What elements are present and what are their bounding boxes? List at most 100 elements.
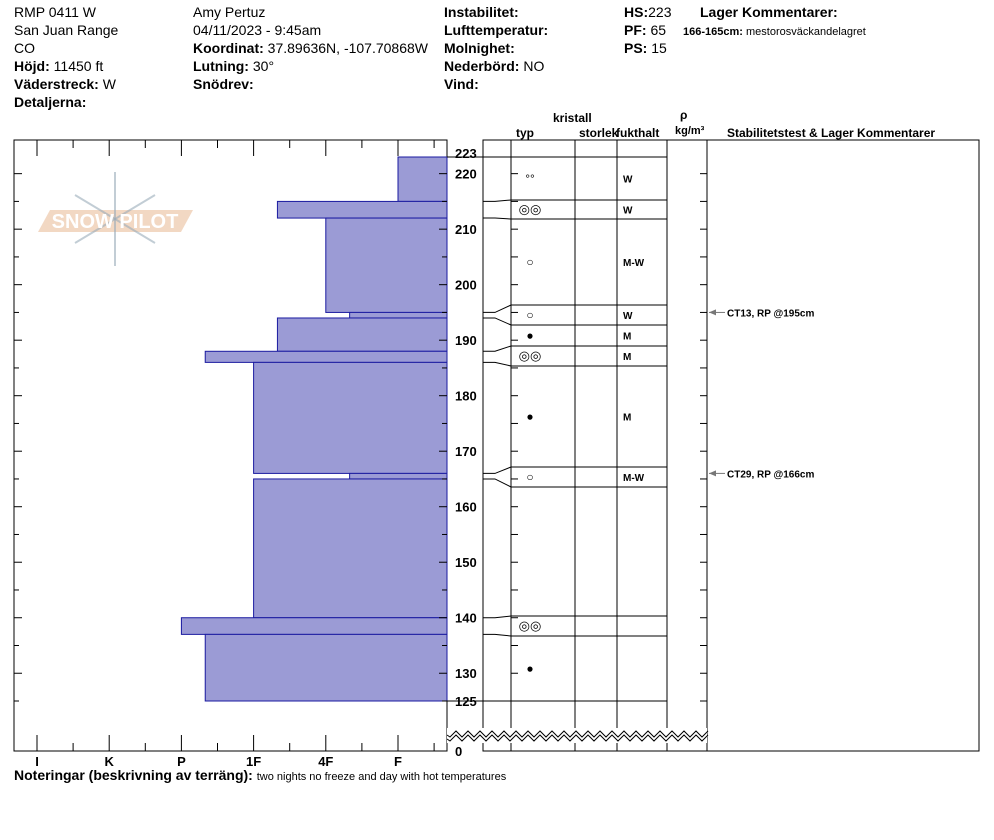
- aspect-label: Väderstreck:: [14, 76, 99, 92]
- depth-label-150: 150: [455, 555, 477, 570]
- ps-label: PS:: [624, 40, 648, 56]
- hardness-layer-bar: [349, 472, 448, 480]
- hardness-label-K: K: [105, 754, 115, 769]
- depth-label-170: 170: [455, 444, 477, 459]
- hardness-label-1F: 1F: [246, 754, 261, 769]
- hs-label: HS:: [624, 4, 649, 20]
- notes-label: Noteringar (beskrivning av terräng):: [14, 767, 253, 783]
- depth-label-160: 160: [455, 500, 477, 515]
- coord-label: Koordinat:: [193, 40, 264, 56]
- depth-label-180: 180: [455, 389, 477, 404]
- hardness-layer-bar: [397, 156, 448, 202]
- layer-connector: [483, 361, 512, 367]
- moisture-value: M-W: [623, 258, 645, 269]
- elevation-label: Höjd:: [14, 58, 50, 74]
- logo-text: SNOW PILOT: [52, 211, 179, 233]
- layer-comment-depth: 166-165cm:: [683, 26, 743, 38]
- moisture-value: M: [623, 413, 631, 424]
- range-name: San Juan Range: [14, 22, 119, 38]
- col-rho: ρ: [680, 108, 688, 122]
- layer-table-frame: [482, 139, 980, 752]
- layer-comment-text: mestorosväckandelagret: [746, 26, 866, 38]
- layer-connector: [483, 317, 512, 326]
- coord-value: 37.89636N, -107.70868W: [267, 40, 428, 56]
- axis-break-zigzag: [446, 734, 709, 742]
- cloud-label: Molnighet:: [444, 40, 515, 56]
- grain-ice-icon: ●: [526, 329, 533, 343]
- precip: Nederbörd: NO: [444, 58, 544, 74]
- slope-value: 30°: [252, 58, 275, 74]
- depth-label-220: 220: [455, 167, 477, 182]
- grain-melt-cluster-icon: ◎◎: [519, 348, 542, 363]
- hardness-layer-bar: [276, 200, 448, 219]
- depth-label-0: 0: [455, 744, 462, 759]
- precip-label: Nederbörd:: [444, 58, 520, 74]
- layer-comment: 166-165cm: mestorosväckandelagret: [683, 24, 866, 40]
- layer-connector: [483, 345, 512, 352]
- pf: PF: 65: [624, 22, 666, 38]
- layer-connector: [483, 478, 512, 488]
- depth-label-223: 223: [455, 146, 477, 161]
- depth-label-200: 200: [455, 278, 477, 293]
- hardness-layer-bar: [204, 350, 448, 363]
- grain-melt-cluster-icon: ◎◎: [519, 618, 542, 633]
- axis-break-zigzag: [446, 730, 709, 738]
- grain-rounded-icon: ○: [526, 470, 533, 484]
- grain-rounded-icon: ○: [526, 255, 533, 269]
- hardness-layer-bar: [276, 317, 448, 352]
- stability-arrow-icon: [709, 309, 716, 316]
- precip-value: NO: [523, 58, 545, 74]
- notes: Noteringar (beskrivning av terräng): two…: [14, 767, 506, 785]
- observer: Amy Pertuz: [193, 4, 266, 20]
- col-crystal: kristall: [553, 111, 592, 125]
- coordinates: Koordinat: 37.89636N, -107.70868W: [193, 40, 428, 56]
- state: CO: [14, 40, 35, 56]
- pf-value: 65: [650, 22, 667, 38]
- hardness-layer-bar: [204, 633, 448, 702]
- moisture-value: W: [623, 175, 633, 186]
- elevation: Höjd: 11450 ft: [14, 58, 103, 74]
- depth-label-130: 130: [455, 666, 477, 681]
- hs-value: 223: [648, 4, 672, 20]
- moisture-value: W: [623, 311, 633, 322]
- stability-test-label: CT29, RP @166cm: [727, 469, 814, 480]
- col-density: kg/m³: [675, 125, 705, 137]
- stability-test-label: CT13, RP @195cm: [727, 308, 814, 319]
- col-size: storlek: [579, 126, 619, 140]
- col-moisture: fukthalt: [616, 126, 660, 140]
- ps: PS: 15: [624, 40, 667, 56]
- grain-ice-icon: ●: [526, 410, 533, 424]
- layer-connector: [483, 199, 512, 202]
- details-label: Detaljerna:: [14, 94, 87, 110]
- layer-connector: [483, 633, 512, 637]
- ps-value: 15: [651, 40, 667, 56]
- pf-label: PF:: [624, 22, 647, 38]
- hardness-layer-bar: [253, 361, 448, 474]
- depth-label-190: 190: [455, 333, 477, 348]
- notes-text: two nights no freeze and day with hot te…: [256, 771, 507, 783]
- moisture-value: M: [623, 332, 631, 343]
- stability-arrow-icon: [709, 470, 716, 477]
- moisture-value: M: [623, 352, 631, 363]
- layer-connector: [483, 615, 512, 619]
- layer-connector: [483, 304, 512, 313]
- grain-ice-icon: ●: [526, 662, 533, 676]
- slope: Lutning: 30°: [193, 58, 274, 74]
- hardness-label-P: P: [177, 754, 186, 769]
- hardness-layer-bar: [349, 311, 448, 319]
- grain-rounded-icon: ○: [526, 308, 533, 322]
- pit-name: RMP 0411 W: [14, 4, 96, 20]
- col-stability: Stabilitetstest & Lager Kommentarer: [727, 126, 936, 140]
- hardness-label-4F: 4F: [318, 754, 333, 769]
- hardness-label-F: F: [394, 754, 402, 769]
- aspect: Väderstreck: W: [14, 76, 116, 92]
- grain-precip-icon: °°: [525, 172, 535, 186]
- layer-connector: [483, 466, 512, 474]
- hardness-layer-bar: [325, 217, 448, 313]
- hardness-label-I: I: [35, 754, 39, 769]
- instability-label: Instabilitet:: [444, 4, 519, 20]
- depth-label-210: 210: [455, 222, 477, 237]
- airtemp-label: Lufttemperatur:: [444, 22, 549, 38]
